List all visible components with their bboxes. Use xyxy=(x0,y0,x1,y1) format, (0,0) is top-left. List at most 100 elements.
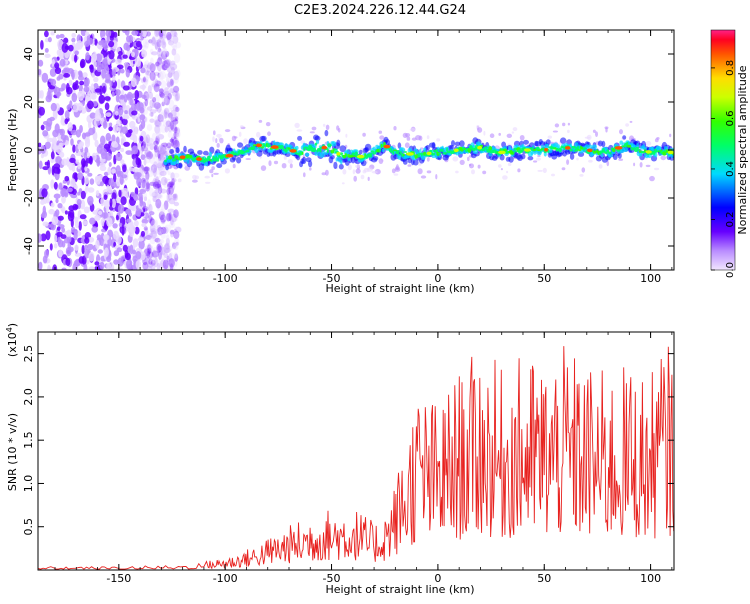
heatmap-cell xyxy=(74,220,79,229)
heatmap-cell xyxy=(154,80,162,87)
heatmap-cell xyxy=(507,162,512,167)
heatmap-cell xyxy=(163,91,171,96)
heatmap-cell xyxy=(170,230,174,238)
heatmap-cell xyxy=(215,138,218,144)
heatmap-cell xyxy=(380,143,383,148)
heatmap-cell xyxy=(123,93,128,103)
heatmap-cell xyxy=(173,85,180,93)
heatmap-cell xyxy=(94,88,102,93)
heatmap-cell xyxy=(134,226,140,235)
heatmap-cell xyxy=(150,219,154,229)
heatmap-cell xyxy=(116,119,122,127)
heatmap-cell xyxy=(404,142,410,148)
heatmap-cell xyxy=(145,179,149,190)
heatmap-cell xyxy=(53,166,60,174)
heatmap-cell xyxy=(417,162,422,166)
heatmap-cell xyxy=(165,213,172,222)
heatmap-cell xyxy=(426,135,430,140)
heatmap-cell xyxy=(165,148,169,152)
heatmap-cell xyxy=(517,168,521,173)
heatmap-cell xyxy=(174,126,178,134)
heatmap-cell xyxy=(420,175,427,179)
ridge-band xyxy=(163,129,674,171)
heatmap-cell xyxy=(154,94,160,104)
heatmap-cell xyxy=(111,192,117,201)
top-x-tick-label: 50 xyxy=(537,272,551,285)
top-y-tick-label: -20 xyxy=(22,189,35,207)
heatmap-cell xyxy=(241,150,245,155)
heatmap-cell xyxy=(148,143,153,149)
heatmap-cell xyxy=(669,133,672,138)
heatmap-cell xyxy=(654,167,660,171)
heatmap-cell xyxy=(150,262,156,270)
heatmap-cell xyxy=(90,92,96,100)
heatmap-cell xyxy=(170,156,173,159)
heatmap-cell xyxy=(313,147,316,152)
heatmap-cell xyxy=(173,38,178,43)
heatmap-cell xyxy=(143,226,148,231)
heatmap-cell xyxy=(273,140,276,147)
colorbar-tick-label: 0.6 xyxy=(725,110,736,126)
heatmap-cell xyxy=(38,233,42,243)
heatmap-cell xyxy=(53,243,58,249)
heatmap-cell xyxy=(610,151,612,155)
heatmap-cell xyxy=(105,73,111,83)
heatmap-cell xyxy=(333,161,338,169)
heatmap-cell xyxy=(146,255,150,265)
heatmap-cell xyxy=(161,34,167,39)
heatmap-cell xyxy=(539,141,545,147)
heatmap-cell xyxy=(91,53,98,62)
top-y-tick-label: 40 xyxy=(22,47,35,61)
heatmap-cell xyxy=(401,153,404,157)
heatmap-cell xyxy=(569,148,572,152)
heatmap-cell xyxy=(612,153,618,160)
heatmap-cell xyxy=(135,40,142,48)
heatmap-cell xyxy=(260,165,267,172)
heatmap-cell xyxy=(108,162,112,167)
heatmap-cell xyxy=(156,49,162,57)
heatmap-cell xyxy=(542,167,547,173)
heatmap-cell xyxy=(156,193,162,199)
heatmap-cell xyxy=(347,164,352,171)
heatmap-cell xyxy=(67,122,73,132)
heatmap-cell xyxy=(108,50,115,60)
heatmap-cell xyxy=(156,39,162,48)
heatmap-cell xyxy=(265,122,271,127)
heatmap-cell xyxy=(155,59,161,65)
heatmap-cell xyxy=(147,106,153,111)
heatmap-cell xyxy=(116,247,123,253)
heatmap-cell xyxy=(163,48,168,56)
heatmap-cell xyxy=(154,237,161,243)
heatmap-cell xyxy=(630,147,633,151)
heatmap-cell xyxy=(608,153,613,158)
heatmap-cell xyxy=(482,170,487,175)
heatmap-cell xyxy=(166,34,173,43)
heatmap-cell xyxy=(309,131,315,134)
heatmap-cell xyxy=(141,222,147,228)
heatmap-cell xyxy=(606,160,610,167)
heatmap-cell xyxy=(61,158,68,166)
heatmap-cell xyxy=(103,194,108,200)
heatmap-cell xyxy=(168,137,176,147)
heatmap-cell xyxy=(173,230,180,239)
heatmap-cell xyxy=(108,40,115,48)
heatmap-cell xyxy=(50,78,57,86)
heatmap-cell xyxy=(172,193,177,199)
heatmap-cell xyxy=(142,38,147,48)
heatmap-cell xyxy=(148,39,153,44)
heatmap-cell xyxy=(459,140,465,148)
heatmap-cell xyxy=(150,57,154,65)
heatmap-cell xyxy=(157,72,161,78)
heatmap-cell xyxy=(555,147,559,152)
heatmap-hotspot xyxy=(524,148,531,152)
heatmap-cell xyxy=(392,151,395,155)
heatmap-cell xyxy=(78,71,83,78)
heatmap-cell xyxy=(173,111,180,118)
heatmap-cell xyxy=(483,130,486,136)
heatmap-cell xyxy=(96,66,102,72)
heatmap-cell xyxy=(156,102,162,113)
heatmap-cell xyxy=(134,57,141,67)
heatmap-cell xyxy=(156,128,161,138)
heatmap-hotspot xyxy=(645,150,652,154)
heatmap-cell xyxy=(176,69,181,78)
